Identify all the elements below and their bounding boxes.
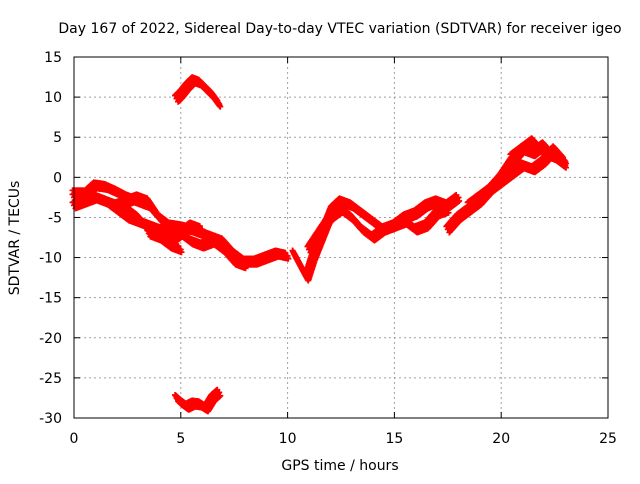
series-arc-lower-outlier: [172, 387, 223, 415]
series-arc-upper-outlier: [172, 74, 223, 109]
data-series: [70, 74, 570, 414]
chart-title: Day 167 of 2022, Sidereal Day-to-day VTE…: [58, 21, 621, 37]
